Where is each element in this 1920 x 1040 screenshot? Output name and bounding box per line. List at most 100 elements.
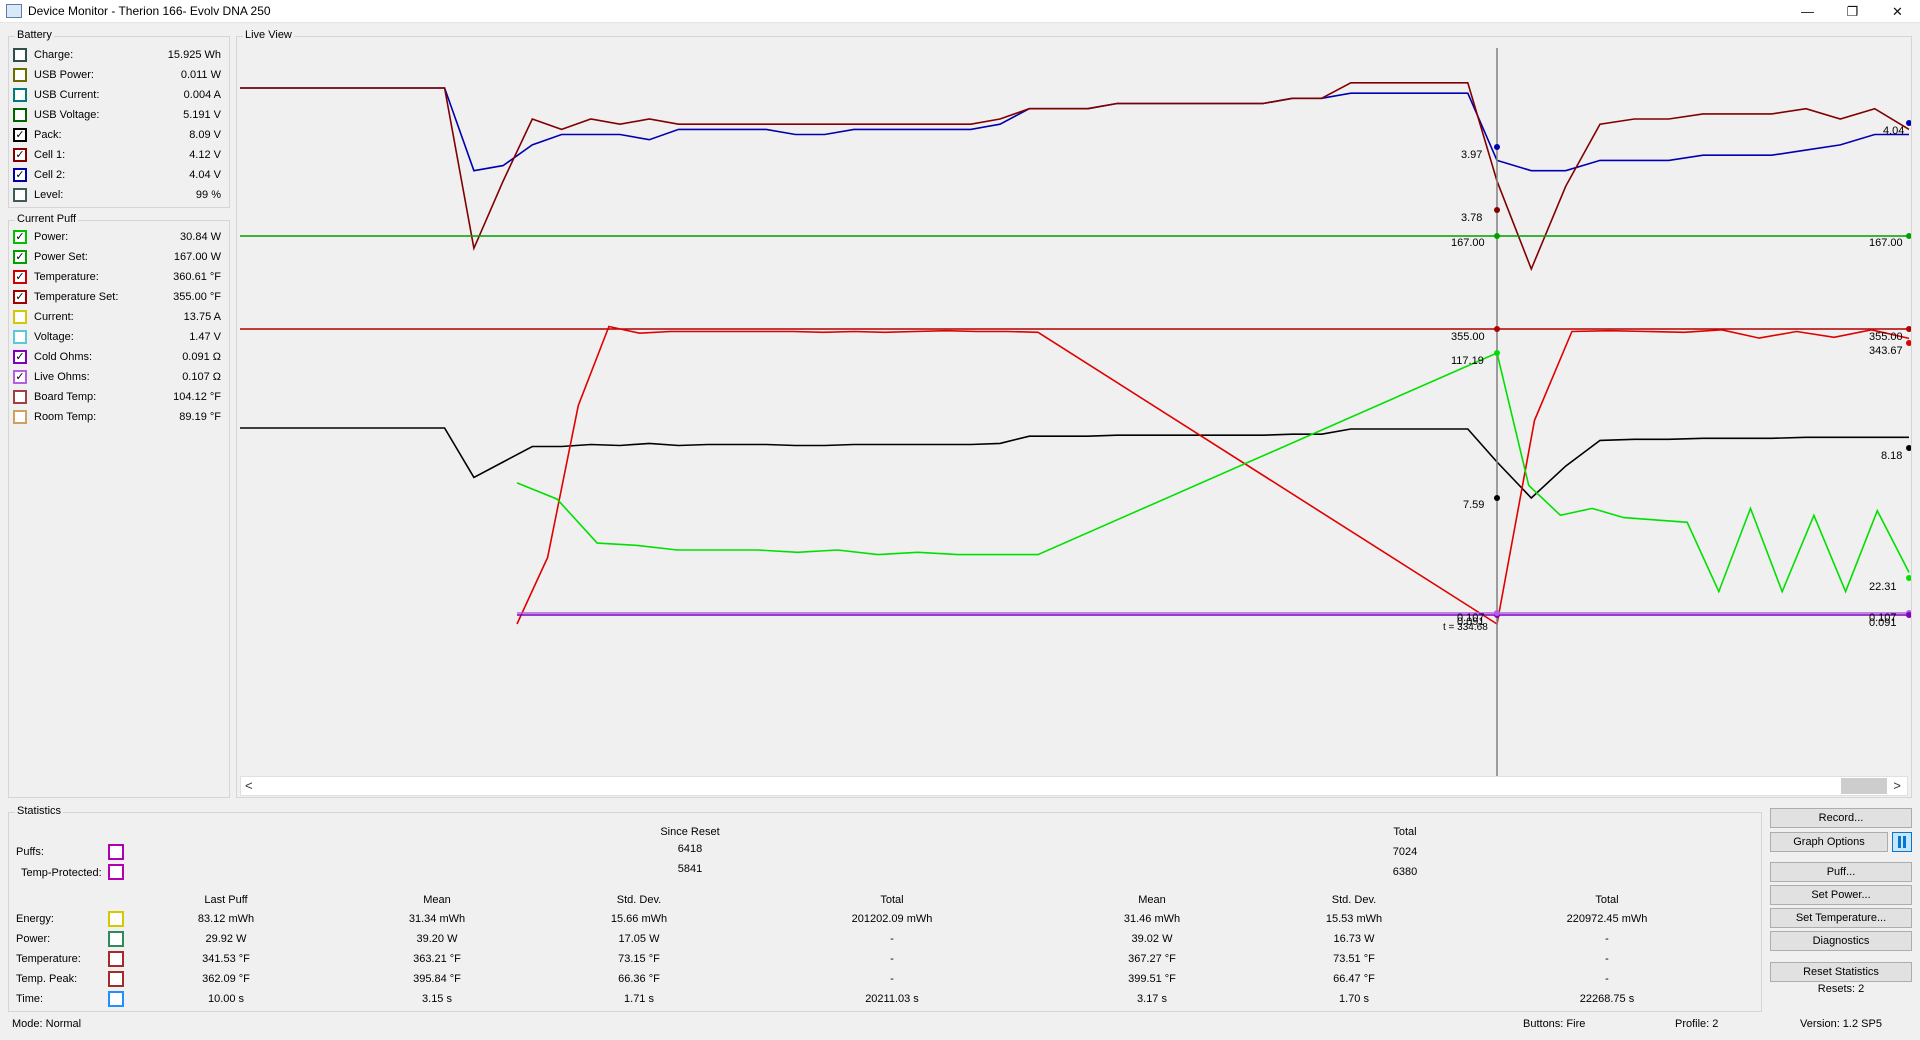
reading-label: USB Voltage: [34, 109, 100, 121]
status-profile: Profile: 2 [1675, 1018, 1719, 1030]
reading-value: 0.004 A [183, 89, 221, 101]
reading-value: 8.09 V [189, 129, 221, 141]
reading-label: USB Power: [34, 69, 94, 81]
chart-horizontal-scrollbar[interactable]: < > [240, 776, 1908, 796]
diagnostics-button[interactable]: Diagnostics [1770, 931, 1912, 951]
series-visibility-checkbox[interactable]: ✓ [13, 370, 27, 384]
scroll-left-arrow-icon[interactable]: < [245, 778, 253, 793]
close-button[interactable]: ✕ [1892, 3, 1903, 19]
stats-row-label: Temperature: [16, 953, 81, 965]
series-visibility-checkbox[interactable]: ✓ [13, 128, 27, 142]
series-visibility-checkbox[interactable] [13, 68, 27, 82]
series-visibility-checkbox[interactable] [13, 108, 27, 122]
current-puff-row: ✓ Cold Ohms: 0.091 Ω [13, 347, 221, 367]
series-line [516, 325, 1910, 626]
stats-cell: 363.21 °F [413, 953, 461, 965]
stats-cell: 31.46 mWh [1123, 913, 1181, 925]
maximize-button[interactable]: ❐ [1846, 3, 1859, 19]
series-visibility-checkbox[interactable]: ✓ [13, 230, 27, 244]
series-visibility-checkbox[interactable]: ✓ [13, 290, 27, 304]
stats-row-color-box [108, 951, 124, 967]
current-puff-row: ✓ Power Set: 167.00 W [13, 247, 221, 267]
cursor-time-label: t = 334.68 [1443, 622, 1488, 633]
live-view-chart[interactable]: 3.973.78167.00355.00117.197.590.0910.107… [238, 38, 1912, 776]
stats-column-header: Last Puff [204, 894, 248, 906]
pause-bar-icon [1903, 836, 1906, 848]
series-visibility-checkbox[interactable] [13, 330, 27, 344]
stats-cell: 399.51 °F [1128, 973, 1176, 985]
reset-statistics-button[interactable]: Reset Statistics [1770, 962, 1912, 982]
reading-value: 99 % [195, 189, 221, 201]
current-puff-group-title: Current Puff [15, 213, 79, 225]
series-visibility-checkbox[interactable] [13, 390, 27, 404]
series-marker-label: 22.31 [1869, 581, 1897, 593]
current-puff-row: Voltage: 1.47 V [13, 327, 221, 347]
series-visibility-checkbox[interactable] [13, 188, 27, 202]
reading-label: Voltage: [34, 331, 74, 343]
series-marker-label: 343.67 [1869, 345, 1903, 357]
scroll-thumb[interactable] [1841, 778, 1887, 794]
battery-row: ✓ Cell 2: 4.04 V [13, 165, 221, 185]
series-visibility-checkbox[interactable] [13, 48, 27, 62]
scroll-right-arrow-icon[interactable]: > [1893, 778, 1901, 793]
stats-cell: 73.15 °F [618, 953, 660, 965]
series-line [240, 81, 1910, 272]
stats-row-color-box [108, 931, 124, 947]
series-line [240, 427, 1909, 500]
pause-bar-icon [1898, 836, 1901, 848]
series-visibility-checkbox[interactable] [13, 88, 27, 102]
reading-value: 89.19 °F [179, 411, 221, 423]
series-marker-label: 0.091 [1457, 616, 1485, 628]
puff-button[interactable]: Puff... [1770, 862, 1912, 882]
plot-background [238, 48, 1911, 776]
series-visibility-checkbox[interactable]: ✓ [13, 148, 27, 162]
reading-value: 104.12 °F [173, 391, 221, 403]
series-visibility-checkbox[interactable] [13, 410, 27, 424]
statistics-group: Statistics [8, 805, 1762, 1012]
resets-count: Resets: 2 [1817, 983, 1865, 995]
series-line [516, 351, 1910, 594]
stats-cell: 395.84 °F [413, 973, 461, 985]
temp-protected-color-box [108, 864, 124, 880]
app-monitor-icon [6, 4, 22, 18]
record-button[interactable]: Record... [1770, 808, 1912, 828]
reading-label: Cold Ohms: [34, 351, 93, 363]
reading-label: Temperature: [34, 271, 99, 283]
series-marker-label: 167.00 [1869, 237, 1903, 249]
stats-cell: - [890, 973, 894, 985]
stats-cell: 66.47 °F [1333, 973, 1375, 985]
set-power-button[interactable]: Set Power... [1770, 885, 1912, 905]
puffs-label: Puffs: [16, 846, 44, 858]
series-visibility-checkbox[interactable]: ✓ [13, 350, 27, 364]
set-temperature-button[interactable]: Set Temperature... [1770, 908, 1912, 928]
reading-label: Temperature Set: [34, 291, 119, 303]
series-marker-label: 0.107 [1457, 612, 1485, 624]
reading-value: 4.04 V [189, 169, 221, 181]
stats-row-color-box [108, 911, 124, 927]
series-marker-dot [1494, 350, 1500, 356]
window-title: Device Monitor - Therion 166- Evolv DNA … [28, 4, 271, 18]
pause-toggle-button[interactable] [1892, 832, 1912, 852]
stats-cell: 20211.03 s [865, 993, 919, 1005]
statistics-group-title: Statistics [15, 805, 64, 817]
series-visibility-checkbox[interactable]: ✓ [13, 168, 27, 182]
reading-label: Charge: [34, 49, 74, 61]
minimize-button[interactable]: — [1801, 4, 1814, 19]
stats-cell: 22268.75 s [1579, 993, 1635, 1005]
series-visibility-checkbox[interactable]: ✓ [13, 270, 27, 284]
live-view-chart-area[interactable]: 3.97 3.78 167.00 355.00 117.19 7.59 0.091 0.107… [238, 38, 1912, 776]
reading-label: Pack: [34, 129, 62, 141]
battery-group: Battery Charge: 15.925 Wh USB Power: 0.011 … [8, 29, 230, 208]
stats-column-header: Total [1595, 894, 1619, 906]
series-marker-dot [1494, 207, 1500, 213]
stats-cell: 367.27 °F [1128, 953, 1176, 965]
stats-column-header: Mean [423, 894, 451, 906]
total-header: Total [1393, 826, 1417, 838]
series-marker-dot [1906, 575, 1912, 581]
reading-value: 15.925 Wh [167, 49, 221, 61]
temp-protected-since-reset: 5841 [677, 863, 703, 875]
series-visibility-checkbox[interactable]: ✓ [13, 250, 27, 264]
series-visibility-checkbox[interactable] [13, 310, 27, 324]
current-puff-group: Current Puff ✓ Power: 30.84 W ✓ Power Set: 16… [8, 213, 230, 798]
graph-options-button[interactable]: Graph Options [1770, 832, 1888, 852]
